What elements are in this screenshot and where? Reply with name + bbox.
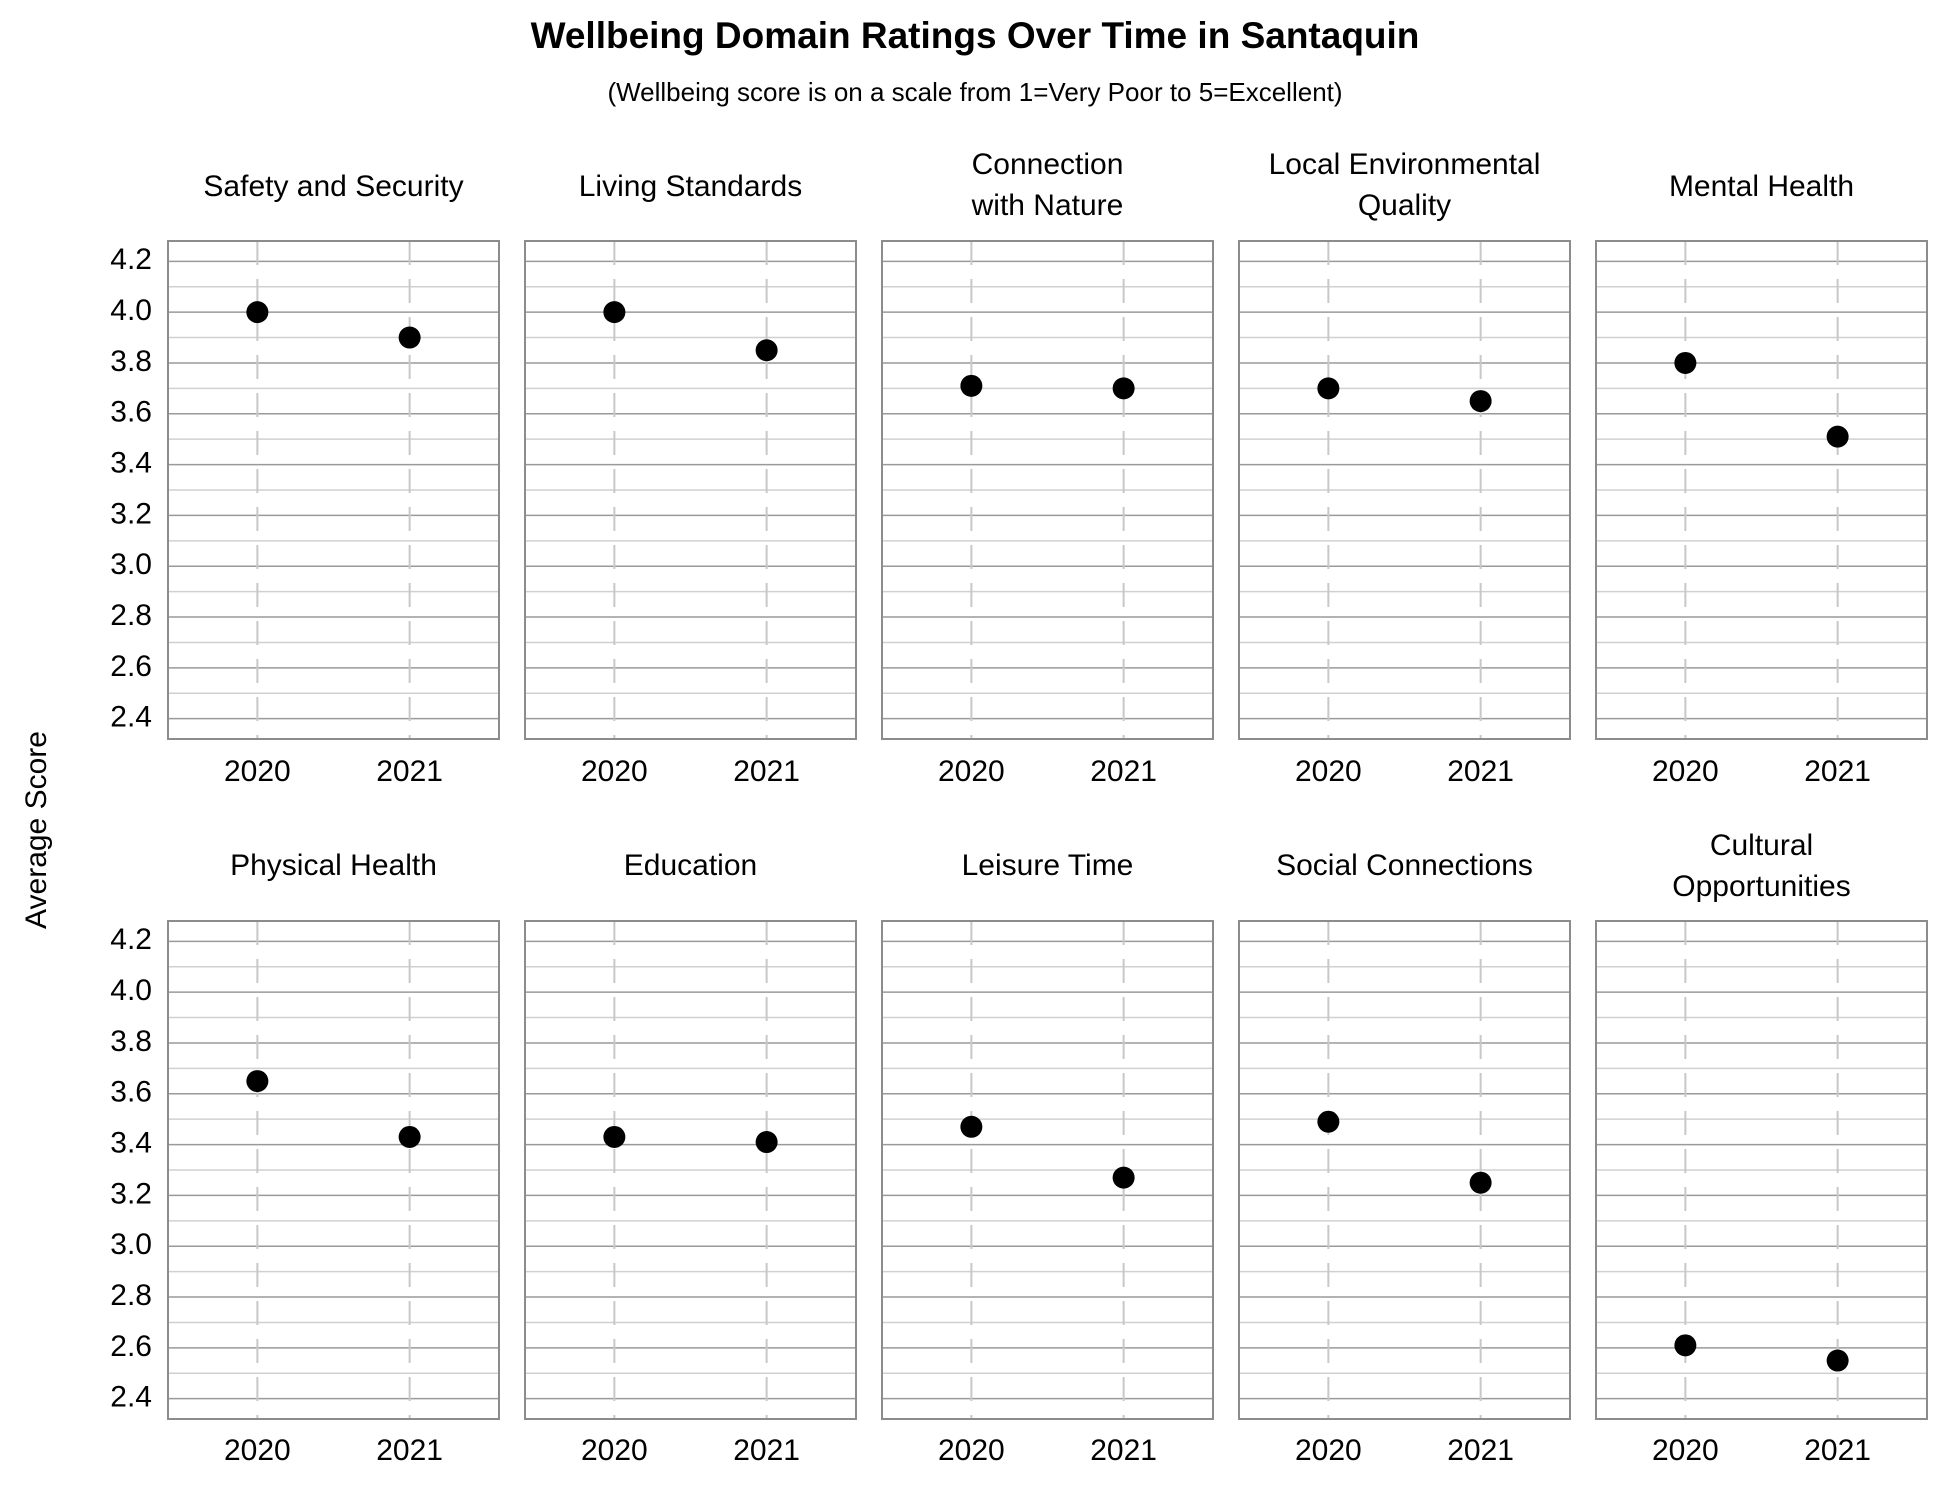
panel-title: Cultural Opportunities [1672,829,1850,903]
y-tick-label: 3.8 [110,1025,152,1058]
panel-title: Mental Health [1669,170,1854,203]
y-tick-label: 4.2 [110,243,152,276]
panel-frame [524,240,857,740]
y-tick-label: 3.0 [110,1228,152,1261]
marker [1112,377,1135,400]
y-tick-label: 2.6 [110,1330,152,1363]
chart-title: Wellbeing Domain Ratings Over Time in Sa… [531,15,1420,56]
panel-frame [1238,240,1571,740]
panel-title-line: Safety and Security [203,170,463,203]
marker [1112,1166,1135,1189]
panel-title: Local Environmental Quality [1269,148,1541,222]
marker [603,1125,626,1148]
x-tick-label: 2020 [581,1434,648,1467]
x-tick-label: 2020 [938,755,1005,788]
y-tick-label: 3.0 [110,548,152,581]
x-tick-label: 2020 [938,1434,1005,1467]
panel-title: Living Standards [579,170,802,203]
marker [246,301,269,324]
panel-title-line: with Nature [971,189,1124,222]
panel-title-line: Physical Health [230,849,437,882]
x-tick-label: 2021 [1804,755,1871,788]
chart-subtitle: (Wellbeing score is on a scale from 1=Ve… [607,77,1342,107]
panel-title-line: Leisure Time [962,849,1134,882]
panel-title: Education [624,849,757,882]
panel-title: Physical Health [230,849,437,882]
panel-title: Connection with Nature [971,148,1124,222]
marker [960,1115,983,1138]
panel-title-line: Social Connections [1276,849,1533,882]
x-tick-label: 2020 [224,1434,291,1467]
marker [1674,351,1697,374]
marker [246,1070,269,1093]
panel-title-line: Cultural [1710,829,1813,862]
x-tick-label: 2021 [1090,755,1157,788]
panel-title-line: Opportunities [1672,870,1850,903]
y-tick-label: 2.8 [110,599,152,632]
panel-frame [881,920,1214,1420]
panel-title-line: Quality [1358,189,1451,222]
marker [1469,1171,1492,1194]
y-tick-label: 3.8 [110,345,152,378]
y-tick-label: 3.2 [110,497,152,530]
x-tick-label: 2020 [581,755,648,788]
panel-title: Leisure Time [962,849,1134,882]
panel-frame [167,920,500,1420]
marker [755,339,778,362]
y-tick-label: 2.8 [110,1279,152,1312]
x-tick-label: 2021 [1804,1434,1871,1467]
y-tick-label: 3.4 [110,1127,152,1160]
y-axis-label: Average Score [20,731,53,929]
y-tick-label: 3.2 [110,1177,152,1210]
x-tick-label: 2021 [733,1434,800,1467]
x-tick-label: 2021 [376,755,443,788]
x-tick-label: 2020 [224,755,291,788]
panel-frame [1238,920,1571,1420]
x-tick-label: 2020 [1652,755,1719,788]
x-tick-label: 2021 [1447,1434,1514,1467]
panel-frame [1595,240,1928,740]
panel-frame [524,920,857,1420]
x-tick-label: 2020 [1295,1434,1362,1467]
panel-title-line: Living Standards [579,170,802,203]
marker [960,374,983,397]
y-tick-label: 2.4 [110,701,152,734]
marker [1674,1334,1697,1357]
panel-title-line: Mental Health [1669,170,1854,203]
marker [1469,390,1492,413]
marker [1317,1110,1340,1133]
marker [1826,425,1849,448]
panel-title: Social Connections [1276,849,1533,882]
marker [398,326,421,349]
panel-frame [1595,920,1928,1420]
y-tick-label: 2.6 [110,650,152,683]
panel-title-line: Local Environmental [1269,148,1541,181]
y-tick-label: 2.4 [110,1381,152,1414]
marker [603,301,626,324]
y-tick-label: 4.0 [110,974,152,1007]
panel-frame [881,240,1214,740]
x-tick-label: 2020 [1295,755,1362,788]
panel-title: Safety and Security [203,170,463,203]
y-tick-label: 4.0 [110,294,152,327]
marker [1317,377,1340,400]
x-tick-label: 2021 [733,755,800,788]
y-tick-label: 4.2 [110,923,152,956]
marker [1826,1349,1849,1372]
panel-title-line: Education [624,849,757,882]
x-tick-label: 2021 [376,1434,443,1467]
y-tick-label: 3.6 [110,396,152,429]
marker [755,1131,778,1154]
y-tick-label: 3.6 [110,1076,152,1109]
y-tick-label: 3.4 [110,447,152,480]
x-tick-label: 2020 [1652,1434,1719,1467]
panel-frame [167,240,500,740]
marker [398,1125,421,1148]
x-tick-label: 2021 [1090,1434,1157,1467]
x-tick-label: 2021 [1447,755,1514,788]
panel-title-line: Connection [972,148,1124,181]
